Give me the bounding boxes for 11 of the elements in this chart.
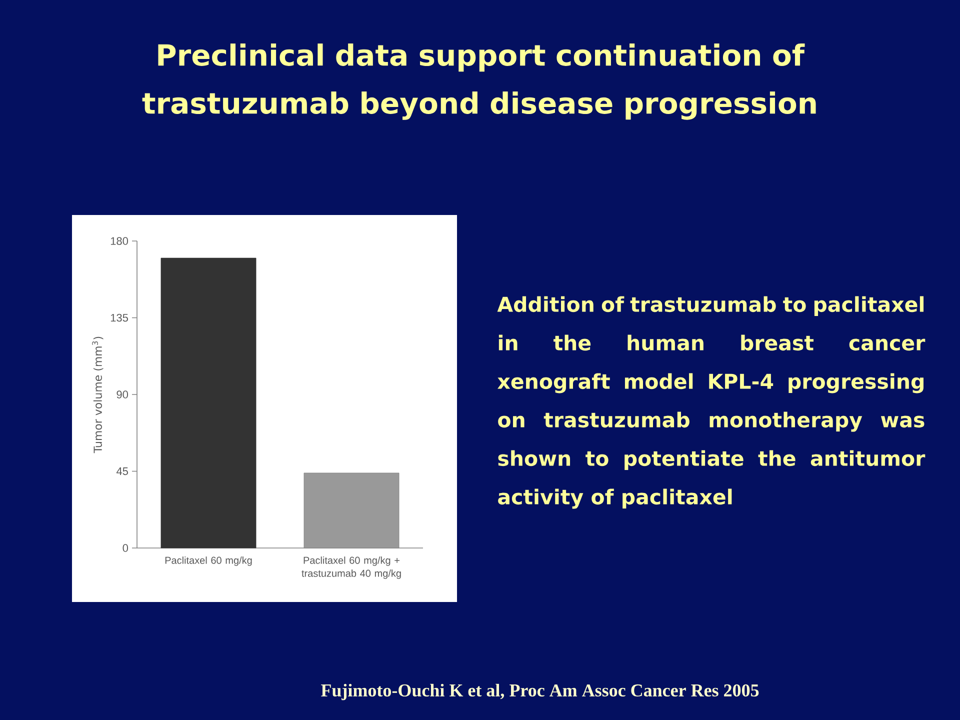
y-tick-label: 90	[116, 390, 128, 398]
text: Fujimoto-Ouchi K et al, Proc Am Assoc Cancer Res 2005	[321, 684, 759, 700]
y-tick-label: 45	[116, 467, 128, 476]
x-tick-label: Paclitaxel 60 mg/kg	[165, 556, 252, 566]
text: Addition of trastuzumab to paclitaxel in the human breast cancer xenograft model KPL-4 progressing on trastuzumab monotherapy was shown to potentiate the antitumor activity of paclitaxel	[497, 296, 926, 509]
y-tick-label: 180	[110, 237, 128, 245]
y-tick-label: 135	[110, 314, 128, 322]
y-tick-label: 0	[122, 544, 128, 552]
x-tick-label: Paclitaxel 60 mg/kg + trastuzumab 40 mg/kg	[302, 556, 401, 579]
y-axis-title: Tumor volume (mm$^{3}$)	[92, 336, 104, 454]
chart-title: Preclinical data support continuation of trastuzumab beyond disease progression	[142, 44, 816, 120]
